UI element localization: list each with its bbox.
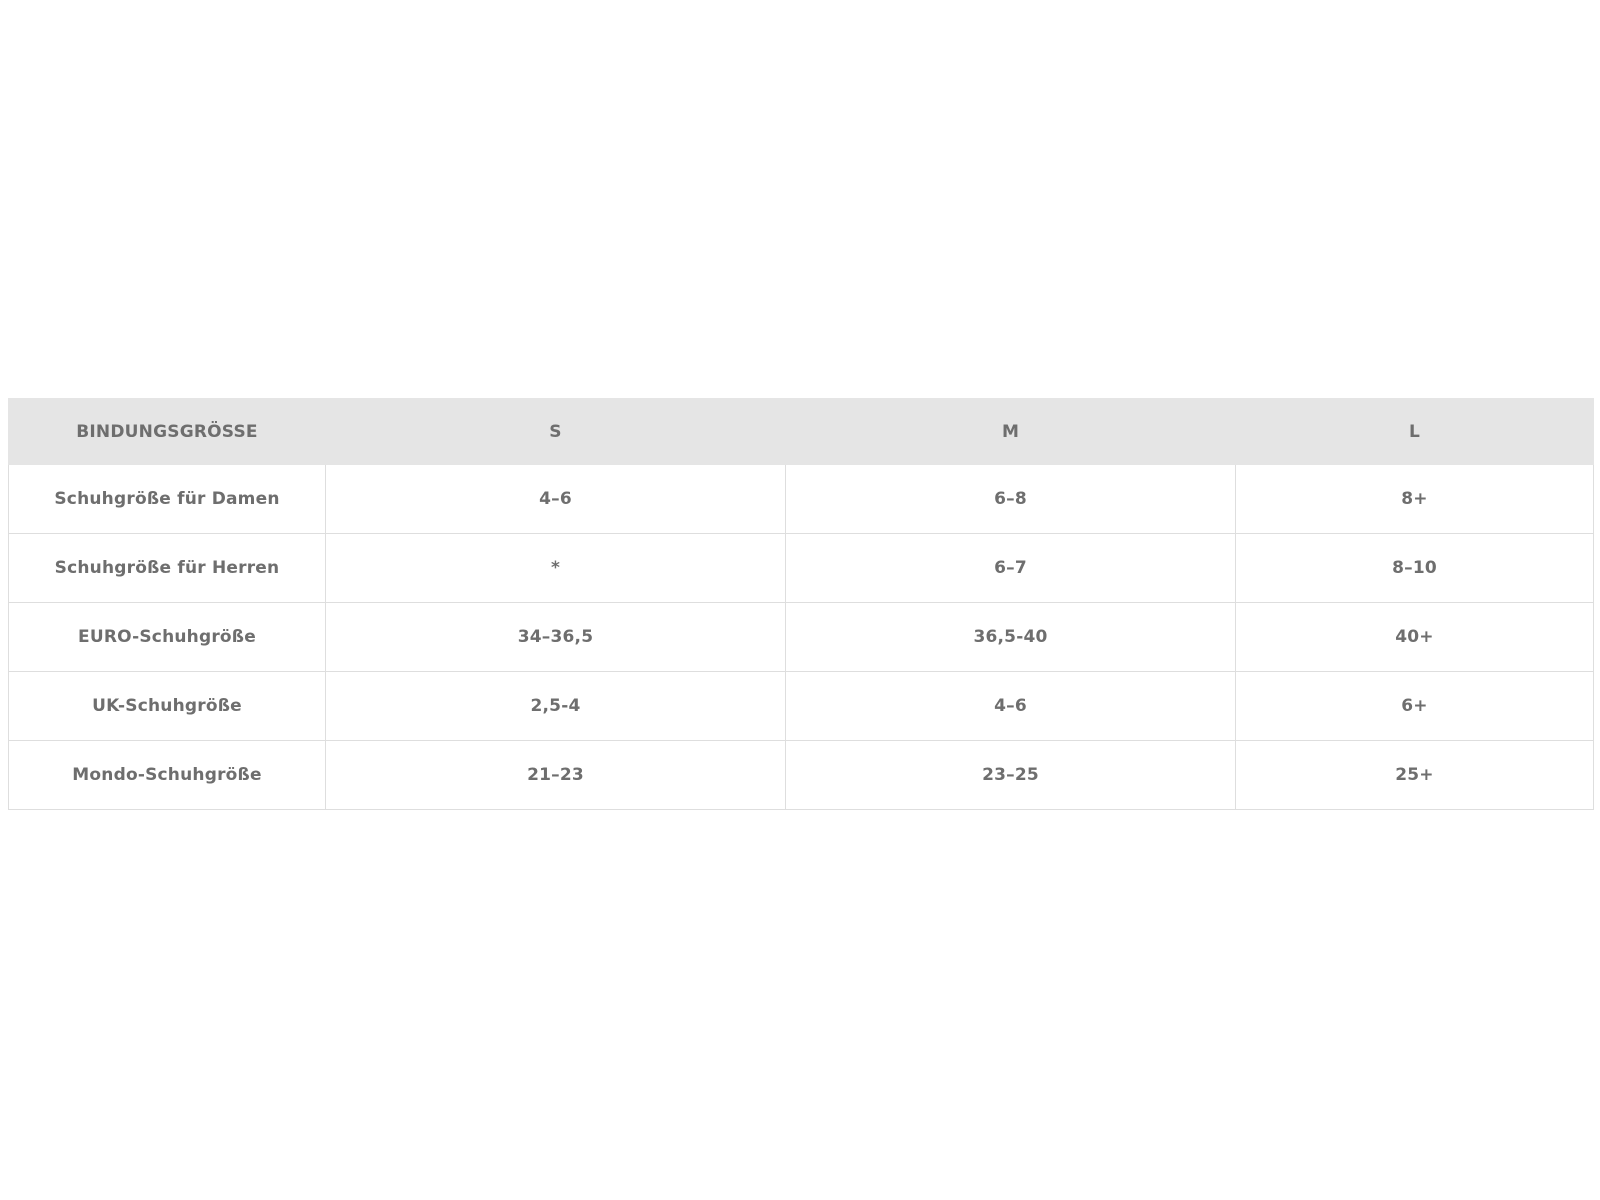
table-cell: 6+: [1235, 671, 1594, 741]
row-label: EURO-Schuhgröße: [8, 602, 326, 672]
row-label: Schuhgröße für Herren: [8, 533, 326, 603]
table-cell: *: [325, 533, 786, 603]
table-cell: 34–36,5: [325, 602, 786, 672]
table-row: Mondo-Schuhgröße 21–23 23–25 25+: [8, 740, 1594, 810]
size-chart-table: BINDUNGSGRÖSSE S M L Schuhgröße für Dame…: [8, 398, 1594, 810]
header-size-m: M: [785, 398, 1236, 465]
table-cell: 36,5-40: [785, 602, 1236, 672]
table-cell: 6–7: [785, 533, 1236, 603]
table-row: Schuhgröße für Damen 4–6 6–8 8+: [8, 464, 1594, 534]
table-row: UK-Schuhgröße 2,5-4 4–6 6+: [8, 671, 1594, 741]
table-cell: 23–25: [785, 740, 1236, 810]
table-row: EURO-Schuhgröße 34–36,5 36,5-40 40+: [8, 602, 1594, 672]
header-size-l: L: [1235, 398, 1594, 465]
table-cell: 21–23: [325, 740, 786, 810]
header-binding-size: BINDUNGSGRÖSSE: [8, 398, 326, 465]
table-cell: 4–6: [785, 671, 1236, 741]
table-row: Schuhgröße für Herren * 6–7 8–10: [8, 533, 1594, 603]
table-cell: 8+: [1235, 464, 1594, 534]
table-cell: 2,5-4: [325, 671, 786, 741]
row-label: Mondo-Schuhgröße: [8, 740, 326, 810]
table-header-row: BINDUNGSGRÖSSE S M L: [8, 398, 1594, 465]
table-cell: 25+: [1235, 740, 1594, 810]
table-cell: 4–6: [325, 464, 786, 534]
row-label: UK-Schuhgröße: [8, 671, 326, 741]
row-label: Schuhgröße für Damen: [8, 464, 326, 534]
table-cell: 8–10: [1235, 533, 1594, 603]
header-size-s: S: [325, 398, 786, 465]
table-cell: 6–8: [785, 464, 1236, 534]
table-cell: 40+: [1235, 602, 1594, 672]
